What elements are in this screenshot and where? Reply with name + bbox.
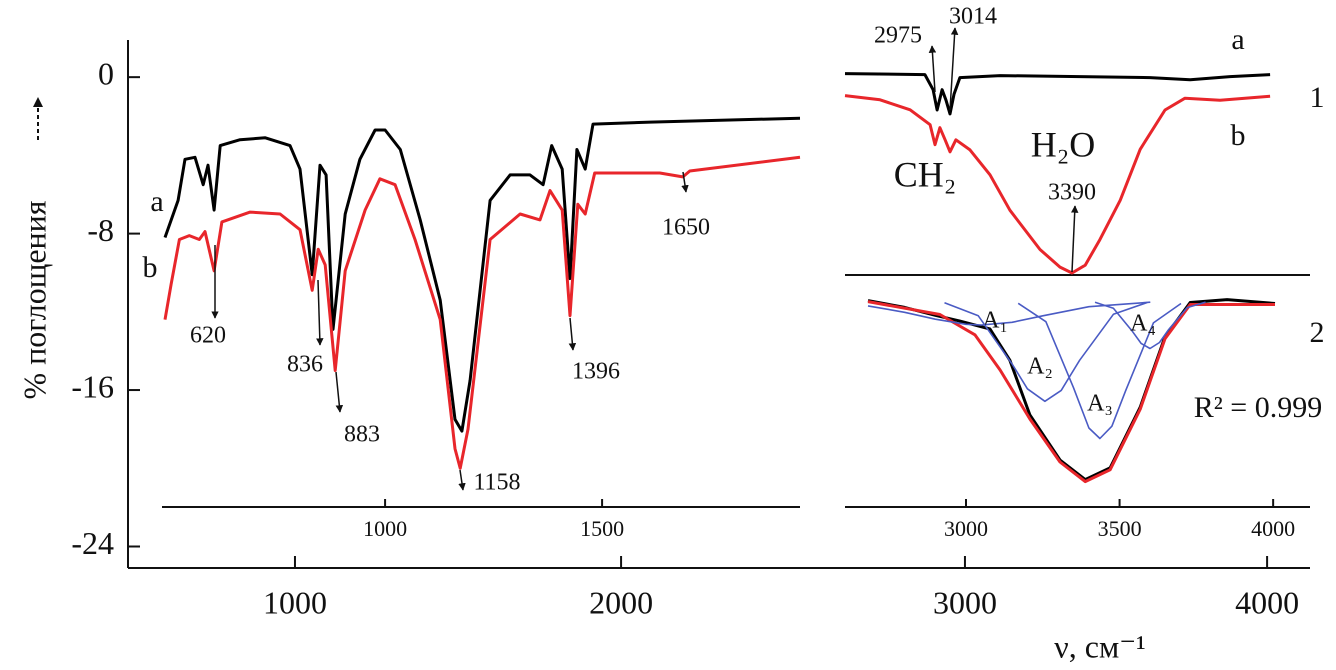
y-tick-label: -24 xyxy=(71,525,114,561)
annotation: 883 xyxy=(344,422,380,448)
spectrum-line xyxy=(844,72,1271,116)
spectrum-line xyxy=(844,94,1271,275)
annotation: 620 xyxy=(190,323,226,349)
x-axis-label: ν, см⁻¹ xyxy=(1054,628,1145,664)
spectrum-line xyxy=(867,301,1151,326)
annotation-arrow xyxy=(1070,205,1079,273)
spectrum-line xyxy=(867,298,1276,482)
annotation-arrow xyxy=(928,45,937,93)
annotation: 836 xyxy=(287,352,323,378)
series-label: A₂ xyxy=(1027,354,1053,380)
annotation-arrow xyxy=(316,279,324,346)
series-label: a xyxy=(1231,23,1244,56)
series-label: A₃ xyxy=(1087,391,1113,417)
annotation-arrow xyxy=(949,27,959,111)
panel-label: 1 xyxy=(1310,81,1325,114)
spectrum-line xyxy=(944,301,1148,403)
series-label: A₁ xyxy=(982,308,1008,334)
inner-x-tick-label: 1500 xyxy=(580,516,624,541)
annotation: R² = 0.999 xyxy=(1194,391,1322,424)
y-axis-label: % поглощения xyxy=(16,200,52,399)
inner-x-tick-label: 4000 xyxy=(1251,516,1295,541)
inner-x-tick-label: 3500 xyxy=(1098,516,1142,541)
y-tick-label: -8 xyxy=(87,212,114,248)
annotation: 3014 xyxy=(949,4,997,30)
annotation: 1650 xyxy=(662,215,710,241)
y-tick-label: -16 xyxy=(71,368,114,404)
spectrum-line xyxy=(1094,301,1206,350)
annotation: 2975 xyxy=(874,23,922,49)
annotation: CH₂ xyxy=(894,154,957,194)
annotation-arrow xyxy=(568,317,577,351)
inner-x-tick-label: 3000 xyxy=(944,516,988,541)
spectrum-line xyxy=(867,300,1275,484)
annotation-arrow xyxy=(335,371,344,413)
spectrum-line xyxy=(163,116,801,433)
x-tick-label: 2000 xyxy=(589,584,653,620)
x-tick-label: 4000 xyxy=(1235,584,1299,620)
annotation: 3390 xyxy=(1048,180,1096,206)
x-tick-label: 1000 xyxy=(263,584,327,620)
inner-x-tick-label: 1000 xyxy=(363,516,407,541)
panel-label: 2 xyxy=(1310,316,1325,349)
series-label: b xyxy=(143,251,158,284)
y-tick-label: 0 xyxy=(98,55,114,91)
series-label: b xyxy=(1231,119,1246,152)
series-label: A₄ xyxy=(1130,311,1156,337)
annotation-arrow xyxy=(681,171,689,193)
annotation-arrow xyxy=(458,469,466,491)
annotation: 1158 xyxy=(473,470,520,496)
x-tick-label: 3000 xyxy=(933,584,997,620)
series-label: a xyxy=(150,185,163,218)
annotation: H₂O xyxy=(1031,124,1096,164)
spectrum-line xyxy=(163,155,801,470)
annotation: 1396 xyxy=(572,359,620,385)
